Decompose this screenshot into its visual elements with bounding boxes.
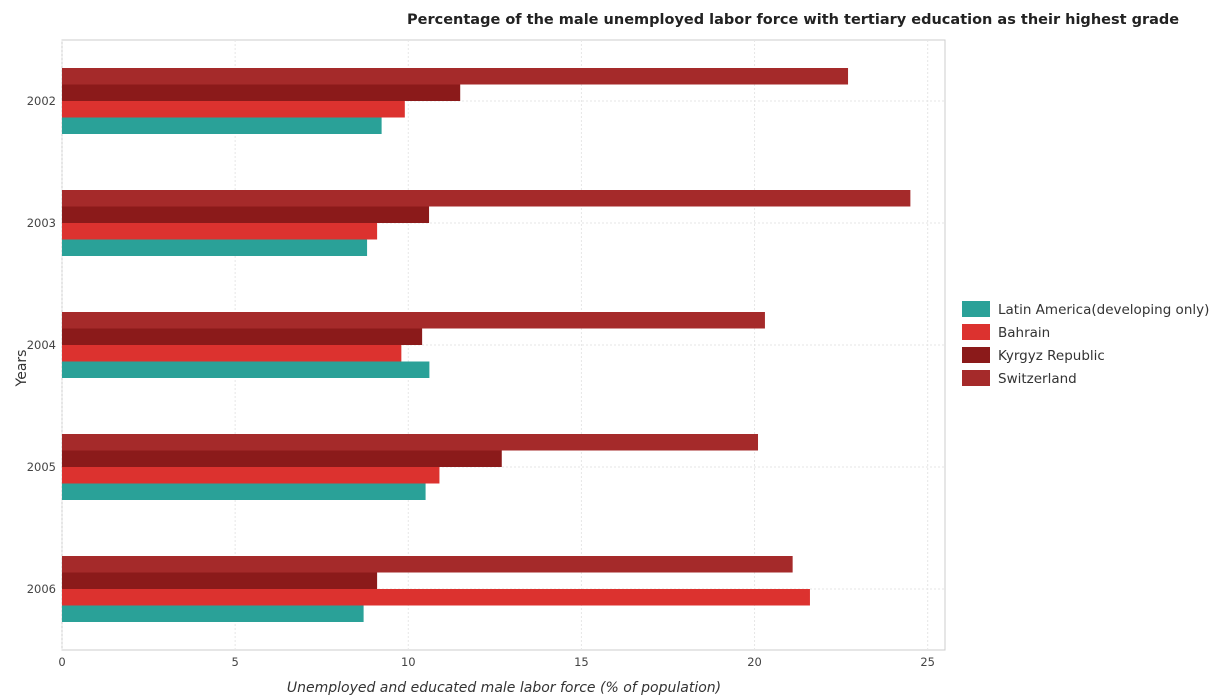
bar-kyrgyz-republic-2004 [62,328,423,345]
legend-label: Bahrain [998,325,1050,341]
bar-latin-america-developing-only--2004 [62,361,430,378]
bar-switzerland-2004 [62,312,765,329]
legend-label: Latin America(developing only) [998,302,1209,318]
bars [62,68,911,622]
y-tick-label: 2004 [27,338,56,352]
axes: 0 5 10 15 20 25 2002 2003 2004 2005 2006 [27,94,935,669]
bar-switzerland-2003 [62,190,911,207]
bar-latin-america-developing-only--2005 [62,483,426,500]
y-tick-label: 2005 [27,460,56,474]
x-axis-label: Unemployed and educated male labor force… [287,680,721,696]
legend-swatch [962,324,990,340]
bar-latin-america-developing-only--2006 [62,605,364,622]
y-tick-label: 2003 [27,216,56,230]
bar-bahrain-2006 [62,589,810,606]
bar-kyrgyz-republic-2006 [62,572,378,589]
y-tick-label: 2006 [27,582,56,596]
y-tick-label: 2002 [27,94,56,108]
bar-bahrain-2005 [62,467,440,484]
legend-swatch [962,370,990,386]
legend: Latin America(developing only) Bahrain Kyr… [962,301,1209,387]
x-tick-label: 10 [401,655,416,669]
legend-label: Switzerland [998,371,1077,387]
bar-kyrgyz-republic-2003 [62,206,430,223]
bar-kyrgyz-republic-2002 [62,84,461,101]
x-tick-label: 25 [920,655,935,669]
legend-swatch [962,347,990,363]
legend-label: Kyrgyz Republic [998,348,1105,364]
x-tick-label: 0 [58,655,65,669]
x-tick-label: 15 [574,655,589,669]
legend-swatch [962,301,990,317]
chart-title: Percentage of the male unemployed labor … [407,12,1179,28]
bar-switzerland-2006 [62,556,793,573]
bar-switzerland-2005 [62,434,759,451]
bar-bahrain-2003 [62,223,378,240]
bar-latin-america-developing-only--2003 [62,239,368,256]
x-tick-label: 5 [231,655,238,669]
y-axis-label: Years [14,350,30,388]
bar-bahrain-2004 [62,345,402,362]
bar-switzerland-2002 [62,68,849,85]
bar-bahrain-2002 [62,101,405,118]
x-tick-label: 20 [747,655,762,669]
bar-latin-america-developing-only--2002 [62,117,382,134]
bar-kyrgyz-republic-2005 [62,450,502,467]
